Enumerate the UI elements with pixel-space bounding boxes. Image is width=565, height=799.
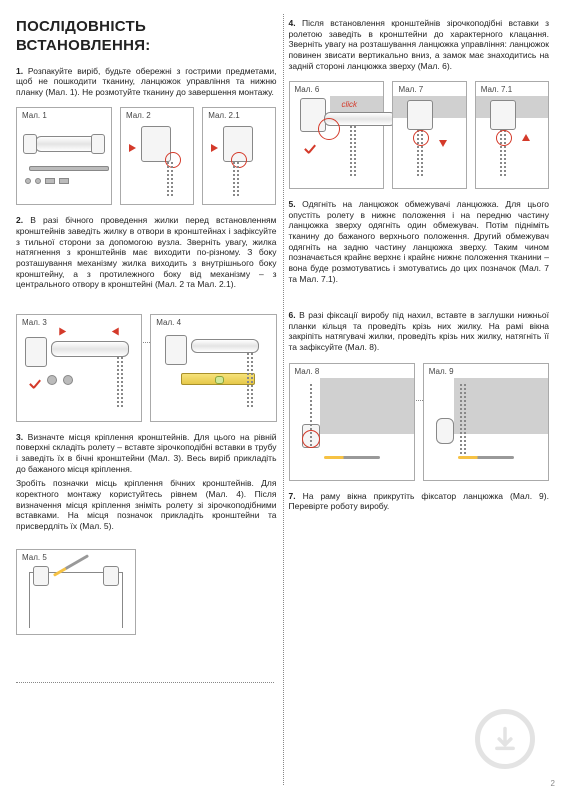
- fig-5: Мал. 5: [16, 549, 136, 635]
- fig-7: Мал. 7: [392, 81, 466, 189]
- fig-4-sketch: [151, 315, 275, 421]
- fig-7-1-sketch: [476, 82, 548, 188]
- left-column: ПОСЛІДОВНІСТЬ ВСТАНОВЛЕННЯ: 1. Розпакуйт…: [16, 18, 277, 783]
- step-2-text: 2. В разі бічного проведення жилки перед…: [16, 215, 277, 289]
- step-5-num: 5.: [289, 199, 296, 209]
- fig-2-sketch: [121, 108, 193, 204]
- step-6-text: 6. В разі фіксації виробу під нахил, вст…: [289, 310, 550, 353]
- fig-2-1: Мал. 2.1: [202, 107, 276, 205]
- step-2-num: 2.: [16, 215, 23, 225]
- step-3a-body: Визначте місця кріплення кронштейнів. Дл…: [16, 432, 277, 474]
- page-title: ПОСЛІДОВНІСТЬ ВСТАНОВЛЕННЯ:: [16, 18, 277, 56]
- figrow-2: Мал. 3 Мал. 4: [16, 314, 277, 422]
- step-3-num: 3.: [16, 432, 23, 442]
- fig-4: Мал. 4: [150, 314, 276, 422]
- step-5-body: Одягніть на ланцюжок обмежувачі ланцюжка…: [289, 199, 550, 283]
- fig-6: Мал. 6 click: [289, 81, 385, 189]
- fig-3: Мал. 3: [16, 314, 142, 422]
- step-6-body: В разі фіксації виробу під нахил, вставт…: [289, 310, 550, 352]
- fig-3-sketch: [17, 315, 141, 421]
- fig-7-sketch: [393, 82, 465, 188]
- step-1-text: 1. Розпакуйте виріб, будьте обережні з г…: [16, 66, 277, 98]
- page: ПОСЛІДОВНІСТЬ ВСТАНОВЛЕННЯ: 1. Розпакуйт…: [0, 0, 565, 799]
- fig-5-sketch: [17, 550, 135, 634]
- step-7-body: На раму вікна прикрутіть фіксатор ланцюж…: [289, 491, 549, 512]
- watermark-icon: [475, 709, 535, 769]
- figrow-3: Мал. 5: [16, 549, 277, 635]
- fig-2: Мал. 2: [120, 107, 194, 205]
- figrow-1: Мал. 1 Мал. 2: [16, 107, 277, 205]
- step-7-text: 7. На раму вікна прикрутіть фіксатор лан…: [289, 491, 550, 512]
- step-3b-text: Зробіть позначки місць кріплення бічних …: [16, 478, 277, 531]
- step-3a-text: 3. Визначте місця кріплення кронштейнів.…: [16, 432, 277, 475]
- step-6-num: 6.: [289, 310, 296, 320]
- fig-6-sketch: click: [290, 82, 384, 188]
- step-1-num: 1.: [16, 66, 23, 76]
- fig-9-sketch: [424, 364, 548, 480]
- step-7-num: 7.: [289, 491, 296, 501]
- step-2-body: В разі бічного проведення жилки перед вс…: [16, 215, 277, 289]
- fig-1: Мал. 1: [16, 107, 112, 205]
- step-4-num: 4.: [289, 18, 296, 28]
- fig-1-sketch: [17, 108, 111, 204]
- click-label: click: [342, 100, 358, 110]
- figrow-6: Мал. 8 Мал. 9: [289, 363, 550, 481]
- page-number: 2: [551, 779, 555, 789]
- step-5-text: 5. Одягніть на ланцюжок обмежувачі ланцю…: [289, 199, 550, 284]
- step-4-text: 4. Після встановлення кронштейнів зірочк…: [289, 18, 550, 71]
- vertical-divider: [283, 14, 284, 785]
- fig-9: Мал. 9: [423, 363, 549, 481]
- fig-8-sketch: [290, 364, 414, 480]
- step-1-body: Розпакуйте виріб, будьте обережні з гост…: [16, 66, 277, 97]
- fig-7-1: Мал. 7.1: [475, 81, 549, 189]
- figrow-4: Мал. 6 click Мал. 7: [289, 81, 550, 189]
- horizontal-divider-left-2: [16, 682, 274, 683]
- fig-8: Мал. 8: [289, 363, 415, 481]
- fig-2-1-sketch: [203, 108, 275, 204]
- step-4-body: Після встановлення кронштейнів зірочкопо…: [289, 18, 550, 71]
